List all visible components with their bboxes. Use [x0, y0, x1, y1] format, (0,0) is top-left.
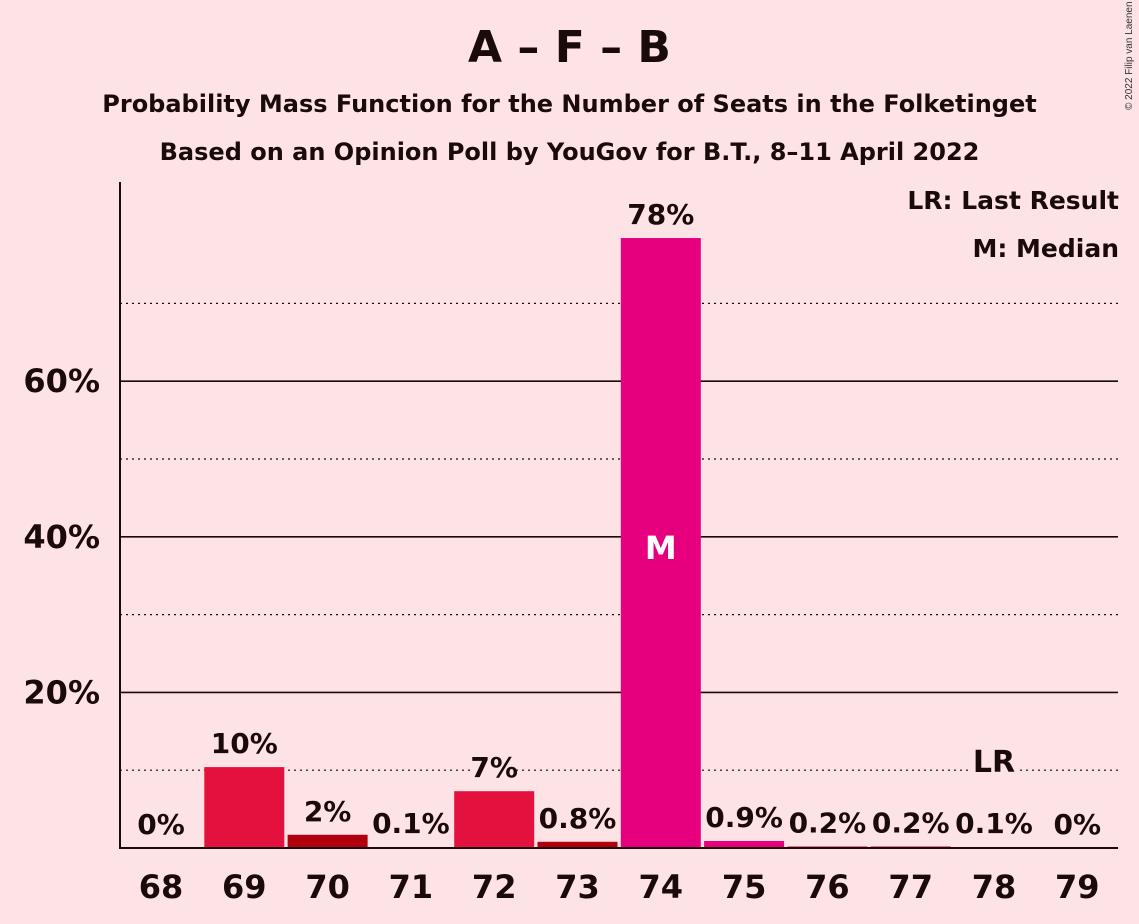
bar-seat-72	[454, 791, 535, 848]
label-background	[213, 726, 275, 761]
y-tick-label: 40%	[23, 518, 100, 556]
x-tick-label: 72	[472, 868, 517, 906]
bar-seat-74	[620, 238, 701, 849]
label-background	[139, 807, 183, 841]
legend-median: M: Median	[972, 234, 1119, 263]
x-tick-label: 73	[555, 868, 600, 906]
bar-value-label: 0.2%	[872, 806, 950, 839]
label-background	[538, 800, 617, 835]
label-background	[970, 744, 1018, 775]
label-background	[1055, 807, 1100, 841]
label-background	[955, 806, 1033, 841]
bar-value-label: 0.1%	[955, 807, 1033, 840]
chart-subtitle: Probability Mass Function for the Number…	[102, 90, 1037, 118]
x-tick-label: 69	[222, 868, 267, 906]
bar-seat-70	[287, 834, 368, 848]
label-background	[472, 750, 517, 785]
x-tick-label: 71	[389, 868, 434, 906]
last-result-marker: LR	[973, 745, 1015, 780]
bar-value-label: 78%	[627, 198, 694, 231]
x-tick-label: 74	[639, 868, 684, 906]
bar-value-label: 2%	[304, 795, 352, 828]
x-tick-label: 78	[972, 868, 1017, 906]
median-marker: M	[645, 529, 677, 567]
x-tick-label: 79	[1055, 868, 1100, 906]
bar-value-label: 10%	[211, 727, 278, 760]
bar-seat-75	[704, 840, 785, 848]
chart-title: A – F – B	[468, 22, 671, 73]
bar-value-label: 0.9%	[705, 801, 783, 834]
label-background	[705, 799, 784, 834]
y-tick-label: 20%	[23, 673, 100, 711]
label-background	[630, 197, 692, 232]
x-tick-label: 75	[722, 868, 767, 906]
bar-value-label: 0.1%	[372, 807, 450, 840]
legend-last-result: LR: Last Result	[907, 186, 1119, 215]
label-background	[305, 793, 350, 828]
x-tick-label: 70	[305, 868, 350, 906]
bar-seat-69	[204, 767, 285, 848]
chart-subtitle-poll: Based on an Opinion Poll by YouGov for B…	[159, 138, 980, 166]
bar-value-label: 0.2%	[789, 806, 867, 839]
label-background	[371, 806, 450, 841]
bar-value-label: 0%	[1054, 808, 1102, 841]
x-tick-label: 77	[888, 868, 933, 906]
x-tick-label: 76	[805, 868, 850, 906]
x-tick-label: 68	[139, 868, 184, 906]
bar-seat-73	[537, 841, 618, 848]
label-background	[871, 805, 950, 840]
bar-value-label: 0.8%	[539, 802, 617, 835]
bar-value-label: 7%	[470, 751, 518, 784]
label-background	[788, 805, 867, 840]
bar-value-label: 0%	[137, 808, 185, 841]
y-tick-label: 60%	[23, 362, 100, 400]
